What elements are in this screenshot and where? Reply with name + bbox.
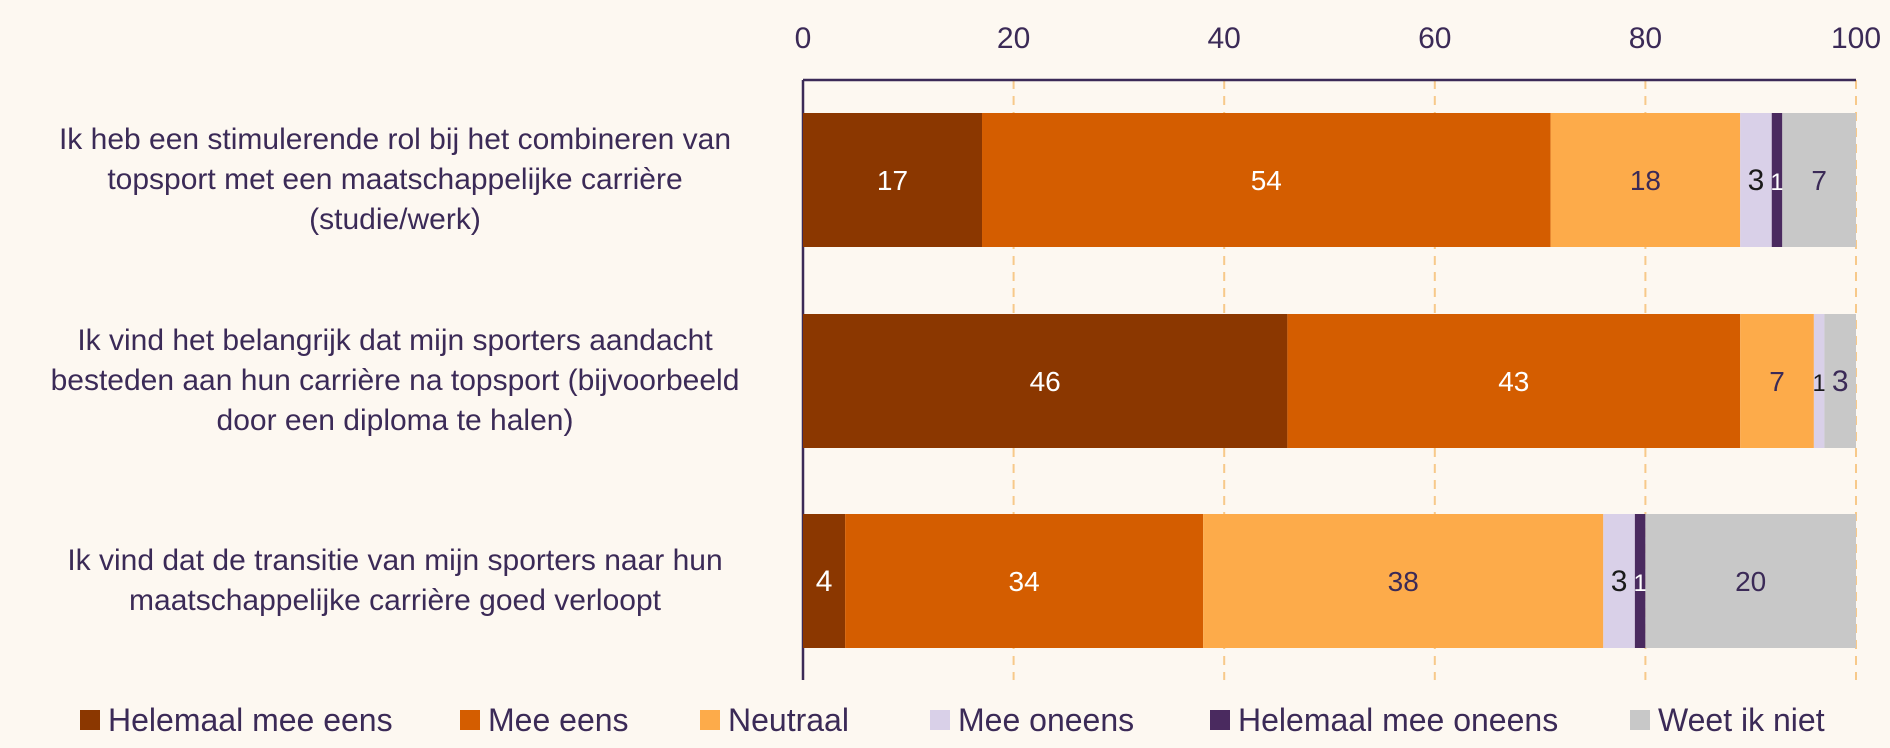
bar-segment (1287, 314, 1741, 448)
category-label-line: Ik vind dat de transitie van mijn sporte… (67, 544, 723, 577)
legend-item: Helemaal mee oneens (1210, 702, 1630, 739)
bar-segment (1782, 113, 1856, 247)
data-label: 7 (1811, 165, 1827, 196)
bar-segment (803, 314, 1288, 448)
legend-swatch (1210, 710, 1230, 730)
bar-segment (982, 113, 1551, 247)
legend-label: Helemaal mee oneens (1238, 701, 1559, 738)
legend-swatch (930, 710, 950, 730)
x-tick-label-0: 0 (795, 22, 812, 55)
bar-segment (1824, 314, 1856, 448)
legend-item: Helemaal mee eens (80, 702, 460, 739)
legend-item: Mee oneens (930, 702, 1210, 739)
legend-swatch (460, 710, 480, 730)
data-label: 46 (1030, 366, 1061, 397)
legend-swatch (80, 710, 100, 730)
bar-segment (1740, 113, 1772, 247)
bar-segment (1550, 113, 1741, 247)
data-label: 1 (1633, 570, 1646, 597)
legend-label: Neutraal (728, 701, 849, 738)
category-label-line: door een diploma te halen) (216, 404, 574, 437)
bar-segment (1203, 514, 1604, 648)
data-label: 3 (1748, 164, 1765, 197)
x-tick-label-60: 60 (1418, 22, 1451, 55)
bar-segment (803, 514, 846, 648)
data-label: 43 (1498, 366, 1529, 397)
x-tick-label-40: 40 (1208, 22, 1241, 55)
data-label: 18 (1630, 165, 1661, 196)
x-tick-label-100: 100 (1831, 22, 1881, 55)
category-label: Ik vind dat de transitie van mijn sporte… (10, 541, 780, 621)
legend-label: Helemaal mee eens (108, 701, 393, 738)
data-label: 1 (1770, 169, 1783, 196)
x-tick-label-20: 20 (997, 22, 1030, 55)
legend-label: Weet ik niet (1658, 701, 1825, 738)
legend-swatch (700, 710, 720, 730)
data-label: 3 (1611, 565, 1628, 598)
legend-item: Mee eens (460, 702, 700, 739)
category-label-line: topsport met een maatschappelijke carriè… (107, 163, 683, 196)
data-label: 34 (1009, 566, 1040, 597)
category-label: Ik vind het belangrijk dat mijn sporters… (10, 321, 780, 441)
category-label-line: maatschappelijke carrière goed verloopt (129, 584, 661, 617)
bar-segment (845, 514, 1204, 648)
data-label: 20 (1735, 566, 1766, 597)
category-label-line: besteden aan hun carrière na topsport (b… (50, 364, 740, 397)
data-label: 1 (1812, 370, 1825, 397)
legend: Helemaal mee eens Mee eens Neutraal Mee one… (80, 696, 1880, 744)
category-label: Ik heb een stimulerende rol bij het comb… (10, 120, 780, 240)
legend-swatch (1630, 710, 1650, 730)
legend-label: Mee oneens (958, 701, 1135, 738)
legend-item: Weet ik niet (1630, 702, 1870, 739)
legend-item: Neutraal (700, 702, 930, 739)
data-label: 38 (1388, 566, 1419, 597)
data-label: 4 (816, 565, 833, 598)
bar-segment (1634, 514, 1646, 648)
data-label: 3 (1832, 365, 1849, 398)
bar-segment (1740, 314, 1814, 448)
data-label: 7 (1769, 366, 1785, 397)
legend-label: Mee eens (488, 701, 629, 738)
category-label-line: Ik vind het belangrijk dat mijn sporters… (77, 324, 713, 357)
data-label: 17 (877, 165, 908, 196)
data-label: 54 (1251, 165, 1282, 196)
bar-segment (1813, 314, 1825, 448)
bar-segment (1603, 514, 1635, 648)
bar-segment (1771, 113, 1783, 247)
category-label-line: Ik heb een stimulerende rol bij het comb… (58, 123, 732, 156)
bar-segment (1645, 514, 1856, 648)
x-tick-label-80: 80 (1629, 22, 1662, 55)
category-label-line: (studie/werk) (309, 203, 481, 236)
bar-segment (803, 113, 983, 247)
